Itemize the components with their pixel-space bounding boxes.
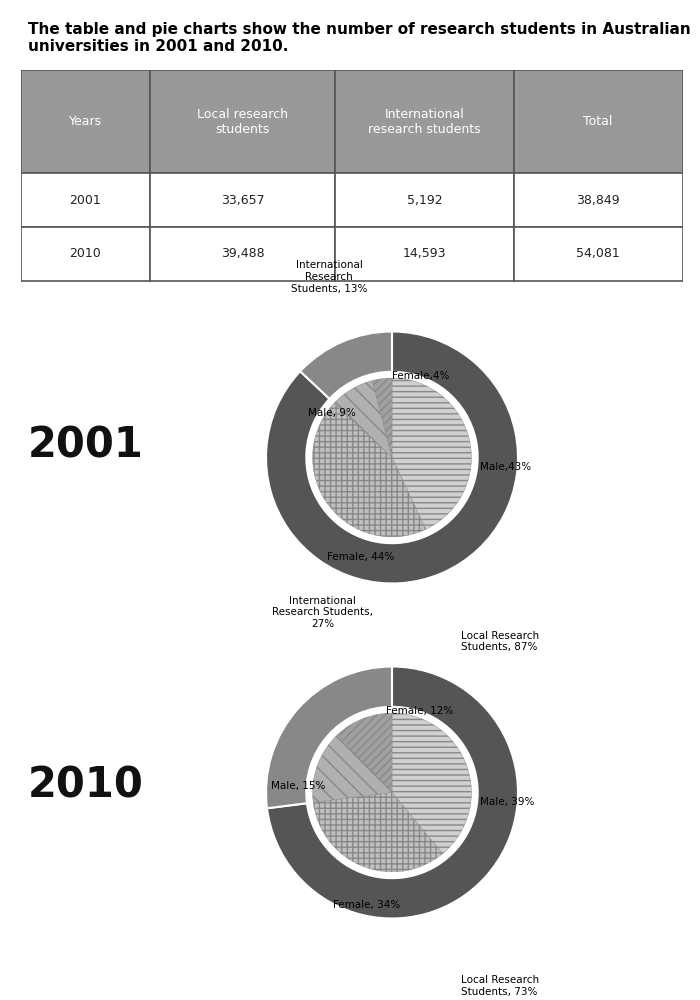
- Bar: [335, 173, 514, 227]
- Text: Male, 15%: Male, 15%: [272, 781, 326, 791]
- Text: Female, 44%: Female, 44%: [327, 552, 394, 562]
- Text: Total: Total: [584, 115, 612, 128]
- Text: 2010: 2010: [69, 247, 101, 260]
- Text: 2001: 2001: [69, 194, 101, 207]
- Text: Male, 39%: Male, 39%: [480, 797, 535, 807]
- Wedge shape: [300, 332, 392, 399]
- Text: Male,43%: Male,43%: [480, 462, 531, 472]
- Text: International
Research
Students, 13%: International Research Students, 13%: [290, 260, 368, 294]
- Wedge shape: [266, 666, 392, 808]
- Bar: [150, 173, 335, 227]
- Wedge shape: [372, 378, 392, 458]
- Text: The table and pie charts show the number of research students in Australian
univ: The table and pie charts show the number…: [28, 22, 691, 54]
- Bar: [21, 227, 150, 281]
- Text: Years: Years: [69, 115, 102, 128]
- Text: 2001: 2001: [28, 424, 144, 466]
- Bar: [150, 227, 335, 281]
- Text: Female,4%: Female,4%: [392, 371, 449, 381]
- Bar: [514, 173, 682, 227]
- Bar: [335, 70, 514, 173]
- Text: 54,081: 54,081: [576, 247, 620, 260]
- Bar: [21, 173, 150, 227]
- Wedge shape: [313, 403, 426, 537]
- Bar: [514, 70, 682, 173]
- Bar: [514, 227, 682, 281]
- Text: Female, 34%: Female, 34%: [333, 900, 400, 910]
- Text: 33,657: 33,657: [220, 194, 265, 207]
- Text: Local research
students: Local research students: [197, 108, 288, 136]
- Text: 5,192: 5,192: [407, 194, 442, 207]
- Wedge shape: [313, 735, 392, 802]
- Text: International
Research Students,
27%: International Research Students, 27%: [272, 595, 373, 629]
- Wedge shape: [334, 381, 392, 458]
- Wedge shape: [392, 713, 471, 854]
- Text: 2010: 2010: [28, 764, 144, 806]
- Text: International
research students: International research students: [368, 108, 481, 136]
- Wedge shape: [267, 666, 518, 918]
- Wedge shape: [313, 792, 442, 872]
- Bar: [335, 227, 514, 281]
- Text: Local Research
Students, 73%: Local Research Students, 73%: [461, 975, 540, 997]
- Text: Local Research
Students, 87%: Local Research Students, 87%: [461, 631, 540, 652]
- Text: 38,849: 38,849: [576, 194, 620, 207]
- Wedge shape: [392, 378, 471, 529]
- Text: Male, 9%: Male, 9%: [308, 408, 356, 418]
- Text: 14,593: 14,593: [402, 247, 447, 260]
- Bar: [150, 70, 335, 173]
- Wedge shape: [266, 332, 518, 583]
- Text: 39,488: 39,488: [220, 247, 265, 260]
- Text: Female, 12%: Female, 12%: [386, 706, 453, 716]
- Wedge shape: [337, 713, 392, 792]
- Bar: [21, 70, 150, 173]
